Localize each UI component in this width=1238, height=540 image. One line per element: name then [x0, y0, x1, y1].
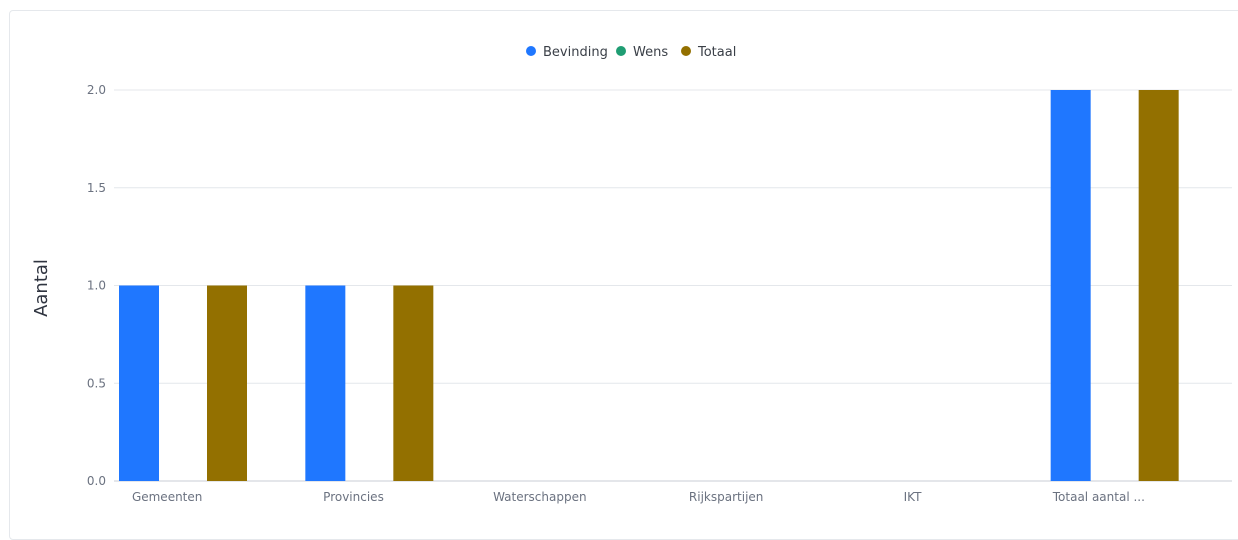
y-tick-label: 1.0	[87, 279, 106, 293]
bar-chart: 0.0 0.5 1.0 1.5 2.0 Gemeenten Provincies Water…	[31, 45, 1232, 504]
y-tick-label: 0.5	[87, 376, 106, 390]
y-tick-label: 0.0	[87, 474, 106, 488]
bars	[119, 90, 1179, 481]
y-axis-label: Aantal	[31, 259, 52, 317]
legend-label-wens[interactable]: Wens	[633, 45, 668, 60]
y-axis-ticks: 0.0 0.5 1.0 1.5 2.0	[87, 83, 106, 488]
x-axis-ticks: Gemeenten Provincies Waterschappen Rijkspar…	[132, 490, 1145, 504]
bar-totaal-0[interactable]	[207, 285, 247, 482]
y-tick-label: 2.0	[87, 83, 106, 97]
legend: Bevinding Wens Totaal	[526, 45, 736, 60]
bar-bevinding-1[interactable]	[305, 285, 346, 482]
legend-marker-bevinding[interactable]	[526, 46, 536, 56]
x-tick-label: Totaal aantal ...	[1052, 490, 1145, 504]
grid-lines	[114, 89, 1232, 482]
x-tick-label: Waterschappen	[493, 490, 587, 504]
legend-label-bevinding[interactable]: Bevinding	[543, 45, 608, 60]
legend-label-totaal[interactable]: Totaal	[697, 45, 736, 60]
bar-bevinding-5[interactable]	[1050, 90, 1091, 481]
x-tick-label: Rijkspartijen	[689, 490, 763, 504]
x-tick-label: Provincies	[323, 490, 384, 504]
y-tick-label: 1.5	[87, 181, 106, 195]
legend-marker-totaal[interactable]	[681, 46, 691, 56]
bar-bevinding-0[interactable]	[119, 285, 159, 482]
legend-marker-wens[interactable]	[616, 46, 626, 56]
bar-totaal-5[interactable]	[1138, 90, 1179, 481]
bar-totaal-1[interactable]	[393, 285, 434, 482]
x-tick-label: IKT	[904, 490, 922, 504]
x-tick-label: Gemeenten	[132, 490, 202, 504]
